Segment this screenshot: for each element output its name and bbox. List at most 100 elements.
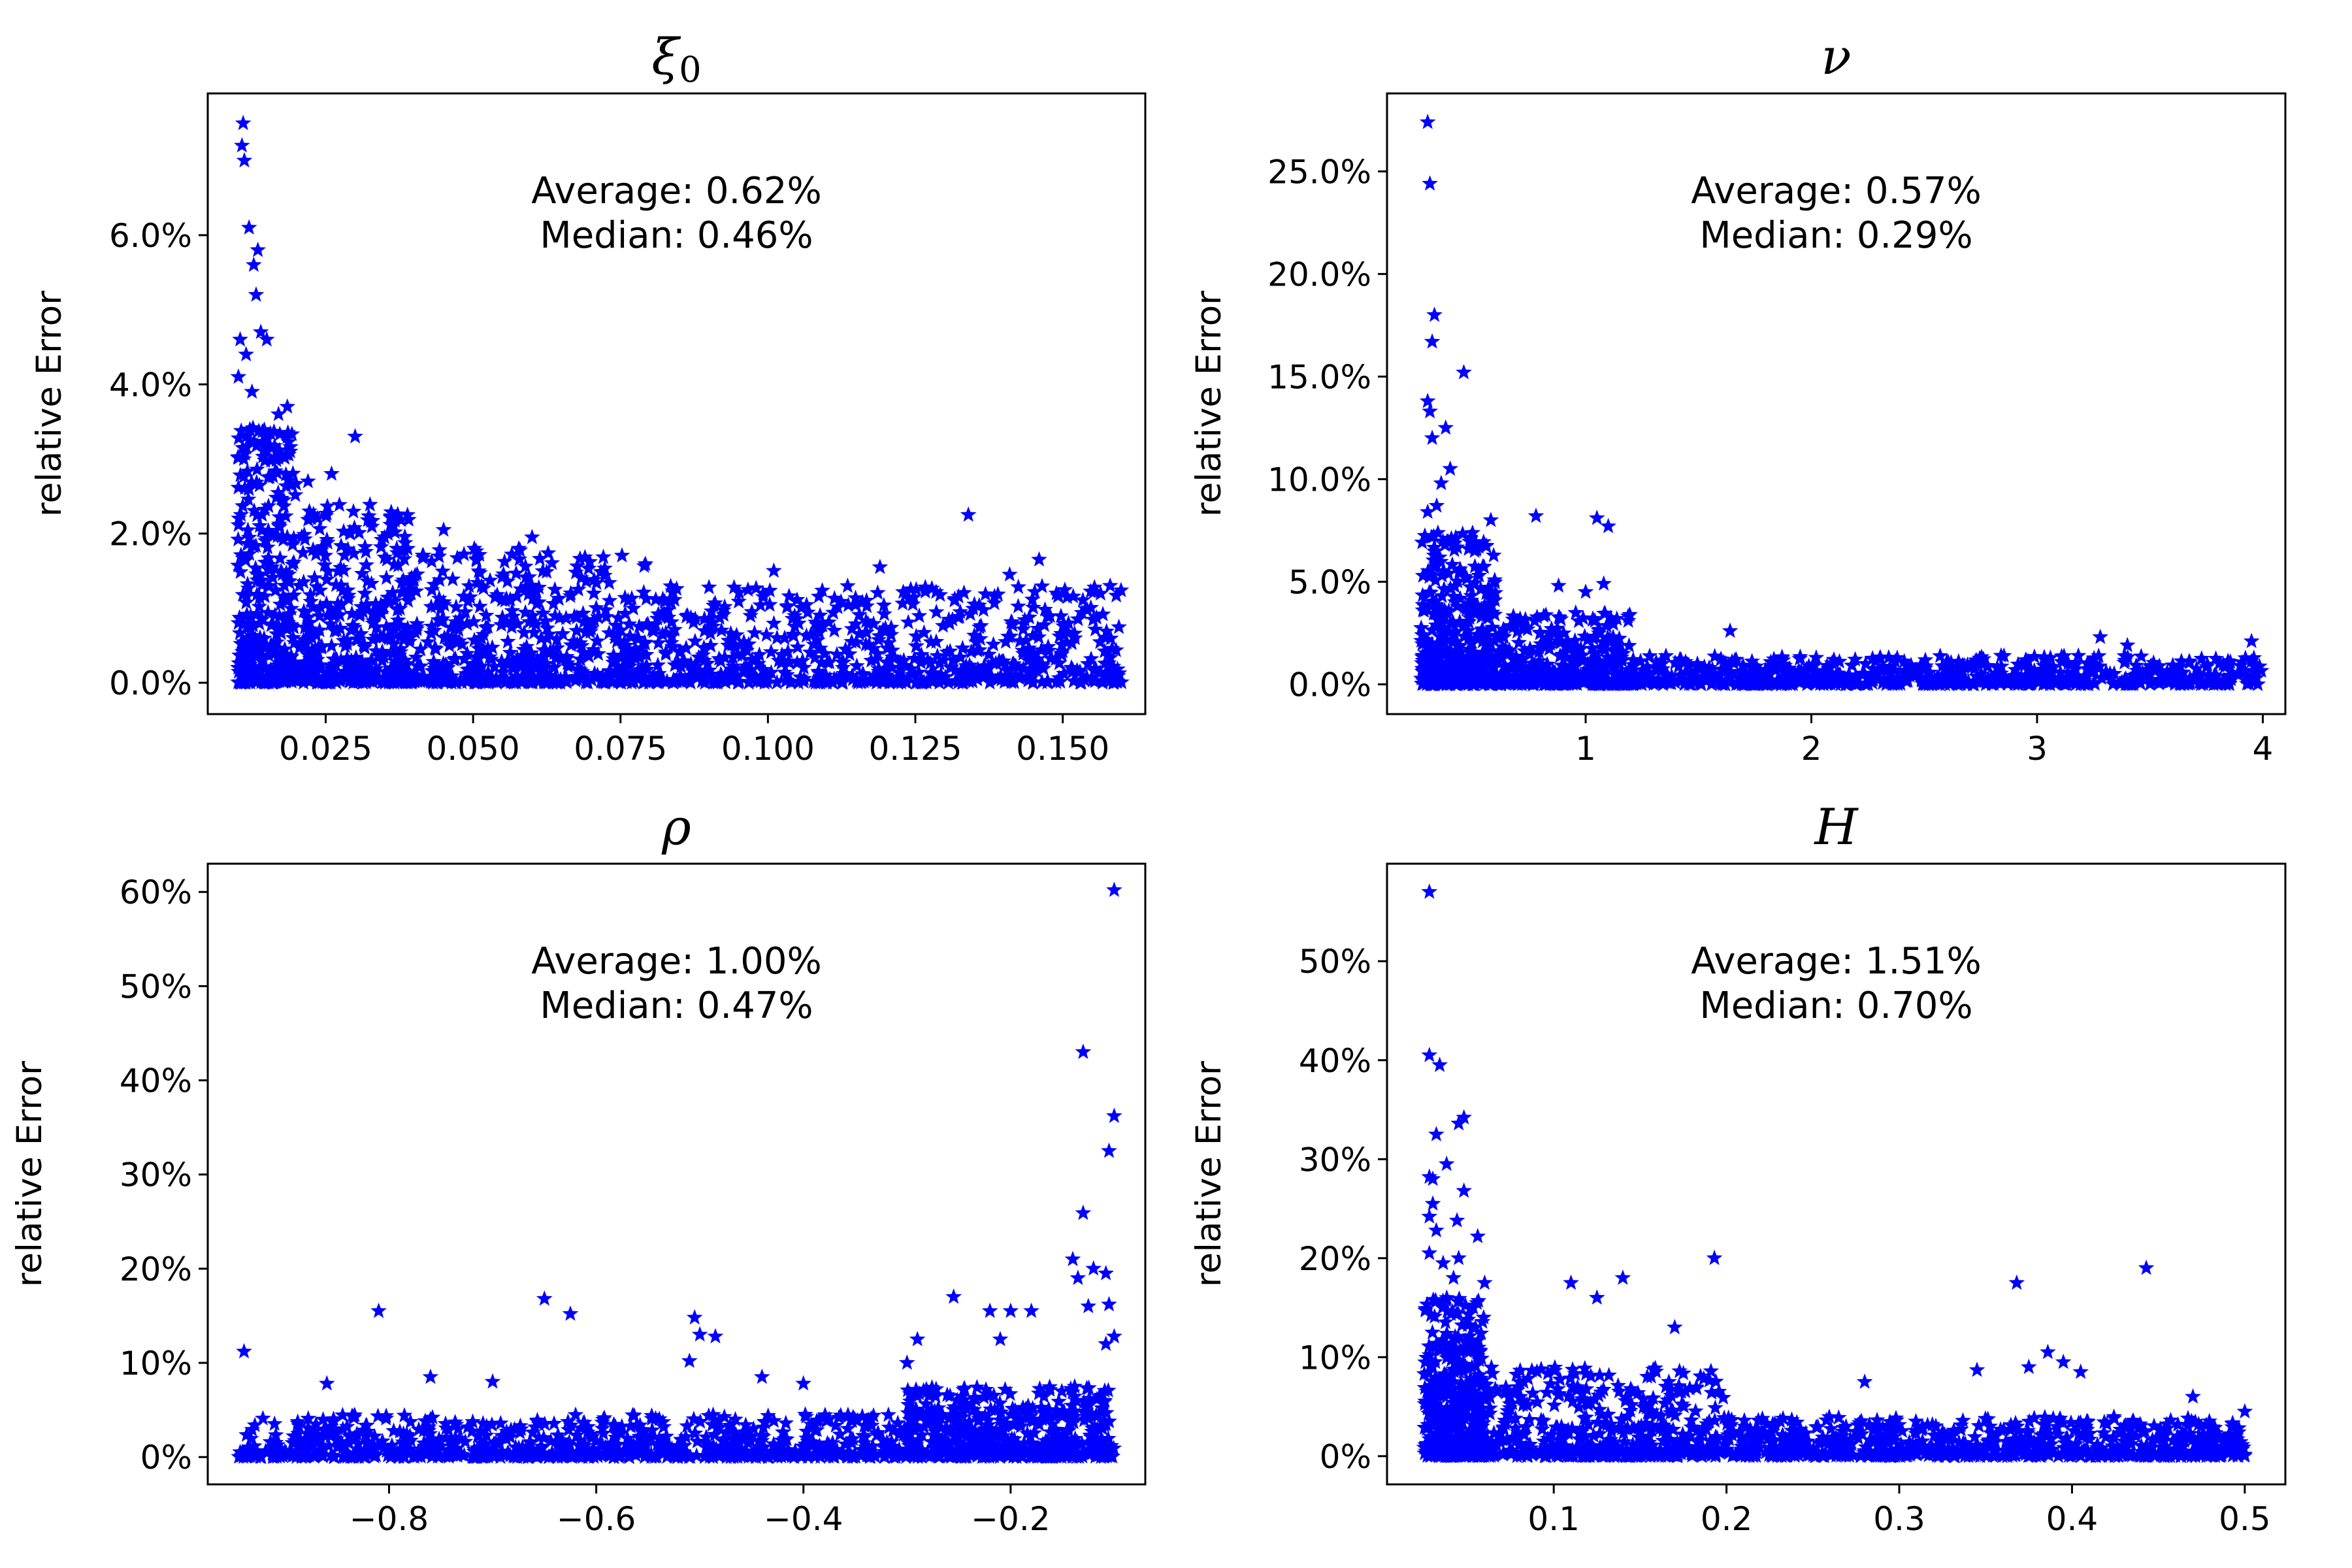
data-point-cloud xyxy=(457,603,474,619)
data-point-cloud xyxy=(265,615,281,632)
data-point-cloud xyxy=(332,559,349,575)
data-point-cloud xyxy=(1689,655,1706,671)
data-point-cloud xyxy=(687,610,704,627)
data-point-cloud xyxy=(734,1427,750,1443)
data-point-cloud xyxy=(352,662,368,678)
data-point-cloud xyxy=(1010,578,1027,595)
data-point-cloud xyxy=(1087,660,1104,676)
data-point-cloud xyxy=(1516,642,1533,659)
data-point-cloud xyxy=(498,1423,515,1439)
data-point-cloud xyxy=(799,604,816,620)
data-point-cloud xyxy=(583,1429,600,1445)
data-point-cloud xyxy=(2086,662,2102,679)
data-point-cloud xyxy=(1002,669,1018,685)
data-point-cloud xyxy=(402,1427,418,1443)
data-point-cloud xyxy=(982,1387,999,1403)
data-point-cloud xyxy=(478,1427,495,1443)
data-point-cloud xyxy=(717,666,734,682)
data-point-cloud xyxy=(333,577,350,593)
data-point-cloud xyxy=(238,1426,255,1442)
data-point-cloud xyxy=(1827,668,1844,684)
data-point-cloud xyxy=(372,538,389,554)
data-point-cloud xyxy=(1042,649,1059,666)
data-point-cloud xyxy=(768,674,785,690)
data-point-cloud xyxy=(1053,646,1070,662)
data-point-cloud xyxy=(687,1425,704,1441)
data-point-cloud xyxy=(1041,608,1058,623)
data-point-cloud xyxy=(725,649,741,665)
data-point xyxy=(1527,507,1544,523)
data-point-cloud xyxy=(858,597,875,613)
data-point-cloud xyxy=(1751,662,1768,678)
data-point-cloud xyxy=(455,546,472,562)
data-point-cloud xyxy=(265,527,282,543)
data-point-cloud xyxy=(436,668,452,685)
data-point-cloud xyxy=(1005,674,1022,689)
data-point-cloud xyxy=(849,657,865,673)
data-point-cloud xyxy=(1972,666,1989,681)
data-point-cloud xyxy=(834,659,851,675)
data-point-cloud xyxy=(1082,1427,1098,1443)
data-point-cloud xyxy=(636,634,653,649)
data-point-cloud xyxy=(1589,668,1606,683)
data-point-cloud xyxy=(351,673,368,689)
data-point-cloud xyxy=(753,1448,770,1464)
data-point-cloud xyxy=(941,1387,958,1403)
data-point-cloud xyxy=(1439,667,1456,683)
data-point-cloud xyxy=(302,1433,319,1449)
data-point-cloud xyxy=(698,1438,715,1454)
data-point-cloud xyxy=(1567,604,1584,620)
data-point-cloud xyxy=(1872,649,1889,664)
data-point-cloud xyxy=(1054,636,1070,652)
data-point-cloud xyxy=(716,598,733,614)
data-point-cloud xyxy=(1083,1405,1100,1421)
data-point-cloud xyxy=(253,521,270,538)
data-point-cloud xyxy=(246,640,263,656)
data-point-cloud xyxy=(230,614,247,630)
data-point-cloud xyxy=(336,663,353,679)
data-point-cloud xyxy=(280,574,297,589)
data-point-cloud xyxy=(1896,653,1913,669)
data-point-cloud xyxy=(447,1414,463,1429)
data-point-cloud xyxy=(1067,1430,1084,1446)
data-point-cloud xyxy=(629,630,645,645)
data-point-cloud xyxy=(978,1434,995,1450)
data-point-cloud xyxy=(247,1442,264,1458)
data-point-cloud xyxy=(1485,657,1502,673)
data-point-cloud xyxy=(2079,655,2096,671)
y-tick-label: 60% xyxy=(120,874,192,911)
data-point-cloud xyxy=(617,651,633,667)
data-point-cloud xyxy=(335,1407,351,1422)
data-point-cloud xyxy=(263,561,279,577)
data-point-cloud xyxy=(1007,657,1024,674)
data-point-cloud xyxy=(465,655,482,671)
data-point-cloud xyxy=(382,508,399,523)
data-point-cloud xyxy=(862,1410,879,1426)
data-point-cloud xyxy=(676,654,693,670)
data-point-cloud xyxy=(567,1406,584,1422)
data-point-cloud xyxy=(1073,674,1090,690)
data-point-cloud xyxy=(865,640,882,656)
data-point-cloud xyxy=(2123,670,2139,687)
data-point-cloud xyxy=(380,628,397,644)
data-point-cloud xyxy=(244,650,261,666)
data-point-cloud xyxy=(970,661,987,676)
data-point-cloud xyxy=(927,1388,944,1403)
data-point-cloud xyxy=(1469,597,1486,613)
data-point-cloud xyxy=(329,1430,346,1446)
data-point-cloud xyxy=(230,429,247,446)
data-point-cloud xyxy=(1478,638,1495,653)
data-point-cloud xyxy=(2151,675,2168,691)
data-point-cloud xyxy=(1461,641,1478,657)
data-point-cloud xyxy=(517,604,534,620)
data-point-cloud xyxy=(1484,619,1501,635)
data-point-cloud xyxy=(683,655,699,672)
data-point-cloud xyxy=(483,1444,500,1460)
data-point-cloud xyxy=(260,497,277,514)
data-point-cloud xyxy=(255,651,271,668)
data-point-cloud xyxy=(285,465,301,481)
data-point-cloud xyxy=(1418,1296,1435,1312)
data-point-cloud xyxy=(280,472,297,488)
data-point-cloud xyxy=(883,1439,900,1455)
data-point-cloud xyxy=(1457,1297,1474,1313)
